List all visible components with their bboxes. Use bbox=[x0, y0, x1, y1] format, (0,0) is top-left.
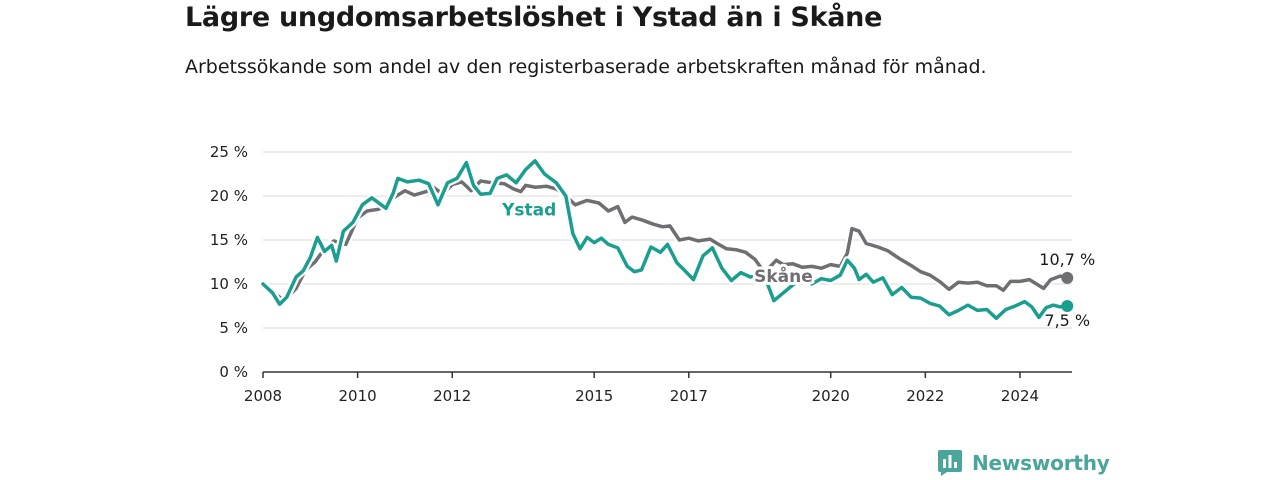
grid-lines bbox=[263, 151, 1072, 329]
y-tick-label: 5 % bbox=[219, 319, 248, 337]
y-axis-ticks: 0 % 5 % 10 % 15 % 20 % 25 % bbox=[210, 143, 248, 381]
series-line-skane bbox=[261, 179, 1070, 303]
x-tick-label: 2024 bbox=[1001, 387, 1039, 405]
x-tick-label: 2008 bbox=[244, 387, 282, 405]
x-tick-label: 2015 bbox=[575, 387, 613, 405]
newsworthy-logo: Newsworthy bbox=[938, 449, 1110, 477]
series-lines bbox=[259, 156, 1072, 323]
y-tick-label: 20 % bbox=[210, 187, 248, 205]
skane-end-label: 10,7 % bbox=[1039, 250, 1095, 269]
skane-end-point bbox=[1061, 271, 1074, 284]
series-line-ystad bbox=[261, 159, 1070, 321]
y-tick-label: 10 % bbox=[210, 275, 248, 293]
y-tick-label: 0 % bbox=[219, 363, 248, 381]
x-axis-ticks: 2008 2010 2012 2015 2017 2020 2022 2024 bbox=[244, 372, 1039, 405]
x-tick-label: 2020 bbox=[812, 387, 850, 405]
ystad-end-label: 7,5 % bbox=[1044, 311, 1090, 330]
ystad-series-label: Ystad bbox=[501, 200, 556, 220]
chart-subtitle: Arbetssökande som andel av den registerb… bbox=[185, 56, 987, 78]
x-tick-label: 2017 bbox=[670, 387, 708, 405]
x-tick-label: 2022 bbox=[906, 387, 944, 405]
x-tick-label: 2010 bbox=[339, 387, 377, 405]
chart-title: Lägre ungdomsarbetslöshet i Ystad än i S… bbox=[185, 2, 883, 33]
series-halo bbox=[259, 177, 1072, 305]
y-tick-label: 25 % bbox=[210, 143, 248, 161]
x-tick-label: 2012 bbox=[433, 387, 471, 405]
brand-name: Newsworthy bbox=[972, 451, 1110, 475]
y-tick-label: 15 % bbox=[210, 231, 248, 249]
chart-bubble-icon bbox=[938, 450, 962, 476]
skane-series-label: Skåne bbox=[754, 265, 813, 287]
ystad-end-point bbox=[1061, 300, 1074, 312]
